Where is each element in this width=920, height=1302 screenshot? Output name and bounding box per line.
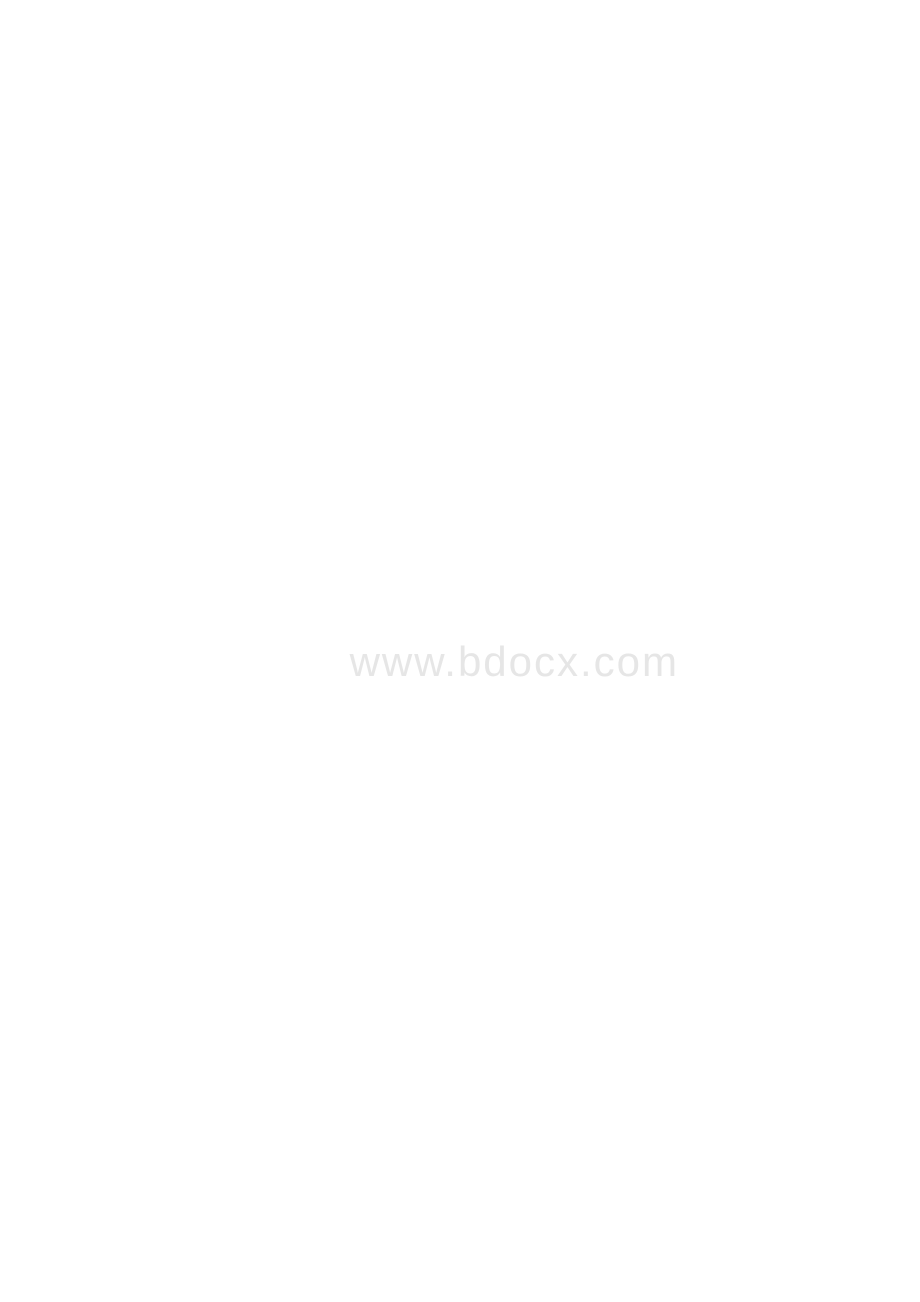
watermark: www.bdocx.com	[350, 638, 679, 686]
